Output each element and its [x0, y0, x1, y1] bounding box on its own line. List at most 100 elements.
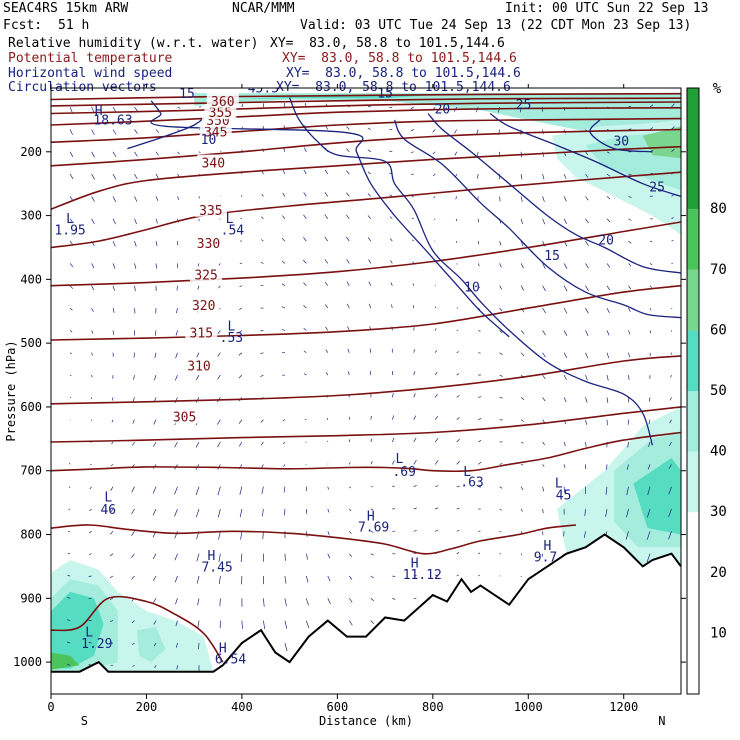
- vector-arrow: [348, 371, 350, 376]
- vector-arrow: [520, 285, 525, 291]
- vector-arrow: [284, 553, 286, 561]
- vector-arrow: [154, 352, 157, 359]
- x-tick-label: 600: [327, 700, 349, 714]
- vector-arrow: [389, 238, 393, 242]
- vector-arrow: [477, 285, 480, 289]
- vector-arrow: [434, 328, 437, 331]
- wind-label: 15: [179, 87, 195, 102]
- vector-arrow: [69, 151, 74, 157]
- vector-arrow: [646, 553, 651, 563]
- vector-arrow: [542, 196, 545, 202]
- y-tick-label: 700: [20, 464, 42, 478]
- vector-arrow: [112, 129, 117, 135]
- vector-arrow: [177, 196, 180, 200]
- vector-arrow: [499, 307, 503, 312]
- vector-arrow: [585, 419, 588, 425]
- vector-arrow: [606, 397, 609, 403]
- vector-arrow: [217, 508, 221, 518]
- vector-arrow: [346, 236, 350, 242]
- vector-arrow: [585, 285, 589, 292]
- x-tick-label: 1200: [609, 700, 638, 714]
- wind-label: 10: [201, 133, 217, 148]
- vector-arrow: [260, 239, 264, 242]
- vector-arrow: [175, 330, 178, 336]
- fcst-label: Fcst:: [3, 18, 43, 33]
- high-marker: H: [543, 539, 551, 554]
- vector-arrow: [606, 375, 609, 381]
- vector-arrow: [349, 508, 352, 512]
- vector-arrow: [325, 372, 329, 376]
- vector-arrow: [217, 352, 221, 357]
- vector-arrow: [392, 485, 395, 488]
- vector-arrow: [648, 419, 651, 425]
- vector-arrow: [606, 196, 611, 200]
- vector-arrow: [260, 441, 264, 446]
- vector-arrow: [520, 174, 523, 180]
- colorbar-tick-label: 70: [710, 262, 727, 278]
- vector-arrow: [240, 194, 243, 197]
- vector-arrow: [499, 330, 503, 334]
- vector-arrow: [217, 419, 221, 425]
- colorbar-tick-label: 40: [710, 444, 727, 460]
- theta-label: 360: [211, 95, 234, 110]
- vector-arrow: [112, 106, 117, 113]
- vector-arrow: [520, 553, 523, 556]
- vector-arrow: [131, 575, 135, 580]
- vector-arrow: [240, 217, 243, 220]
- vector-arrow: [649, 263, 653, 265]
- vector-arrow: [413, 485, 417, 488]
- y-tick-label: 600: [20, 400, 42, 414]
- vector-arrow: [112, 218, 116, 225]
- vector-arrow: [91, 352, 93, 356]
- vector-arrow: [176, 308, 178, 314]
- vector-arrow: [327, 598, 331, 605]
- vector-arrow: [134, 129, 138, 134]
- vector-arrow: [348, 439, 351, 443]
- vector-arrow: [628, 352, 630, 358]
- theta-label: 335: [199, 204, 222, 219]
- vector-arrow: [585, 374, 588, 381]
- vector-arrow: [88, 553, 92, 555]
- vector-arrow: [89, 508, 92, 512]
- vector-arrow: [91, 218, 95, 224]
- vector-arrow: [670, 374, 672, 378]
- theta-contours: [51, 92, 681, 663]
- colorbar-tick-label: 30: [710, 504, 727, 520]
- colorbar-tick-label: 20: [710, 565, 727, 581]
- vector-arrow: [281, 283, 286, 286]
- vector-arrow: [131, 486, 135, 493]
- vector-arrow: [69, 263, 74, 268]
- vector-arrow: [477, 241, 480, 245]
- vector-arrow: [499, 196, 501, 202]
- vector-arrow: [132, 441, 135, 446]
- vector-arrow: [456, 552, 460, 555]
- vector-arrow: [389, 194, 393, 197]
- vector-arrow: [669, 397, 672, 401]
- vector-arrow: [303, 169, 307, 175]
- vector-arrow: [435, 485, 439, 488]
- vector-arrow: [69, 218, 74, 224]
- vector-arrow: [520, 397, 525, 400]
- vector-arrow: [499, 508, 502, 511]
- vector-arrow: [155, 151, 159, 156]
- vector-arrow: [111, 419, 114, 423]
- vector-arrow: [367, 149, 372, 153]
- vector-arrow: [219, 598, 221, 607]
- xy-theta: XY= 83.0, 58.8 to 101.5,144.6: [282, 51, 517, 66]
- x-tick-label: 200: [136, 700, 158, 714]
- vector-arrow: [434, 438, 439, 443]
- vector-arrow: [91, 375, 93, 378]
- vector-arrow: [284, 598, 287, 607]
- vector-arrow: [305, 575, 309, 583]
- vector-arrow: [367, 193, 372, 197]
- vector-arrow: [304, 373, 307, 376]
- vector-arrow: [218, 263, 221, 266]
- org-label: NCAR/MMM: [232, 1, 295, 16]
- vector-arrow: [347, 348, 350, 353]
- north-label: N: [658, 714, 665, 728]
- vector-arrow: [282, 192, 286, 197]
- vector-arrow: [133, 352, 135, 358]
- vector-arrow: [625, 531, 629, 540]
- vector-arrow: [175, 642, 178, 648]
- wind-label: 25: [649, 180, 665, 195]
